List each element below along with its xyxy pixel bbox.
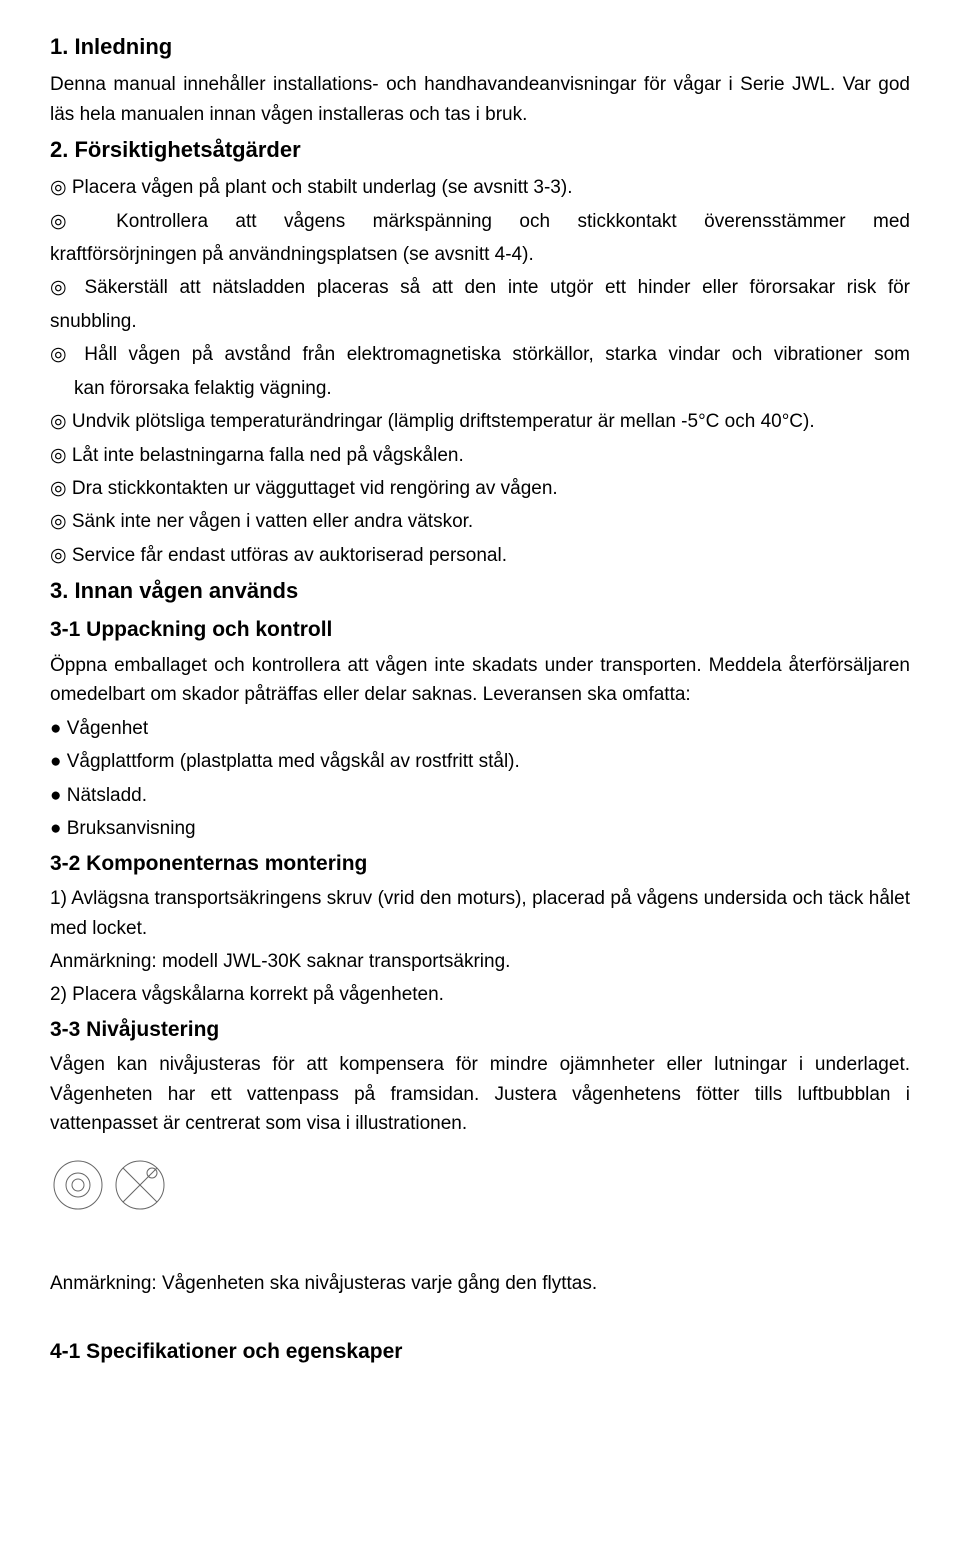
s32-p3: 2) Placera vågskålarna korrekt på vågenh… bbox=[50, 980, 910, 1009]
s32-p1: 1) Avlägsna transportsäkringens skruv (v… bbox=[50, 884, 910, 943]
s31-p1: Öppna emballaget och kontrollera att våg… bbox=[50, 651, 910, 710]
s2-item-6: ◎ Låt inte belastningarna falla ned på v… bbox=[50, 441, 910, 470]
s31-b1: ● Vågenhet bbox=[50, 714, 910, 743]
s31-b3: ● Nätsladd. bbox=[50, 781, 910, 810]
s2-item-3a: ◎ Säkerställ att nätsladden placeras så … bbox=[50, 273, 910, 302]
s2-item-1: ◎ Placera vågen på plant och stabilt und… bbox=[50, 173, 910, 202]
s2-item-2b: kraftförsörjningen på användningsplatsen… bbox=[50, 240, 910, 269]
section-2-title: 2. Försiktighetsåtgärder bbox=[50, 133, 910, 167]
s33-p2: Anmärkning: Vågenheten ska nivåjusteras … bbox=[50, 1269, 910, 1298]
s32-p2: Anmärkning: modell JWL-30K saknar transp… bbox=[50, 947, 910, 976]
s2-item-8: ◎ Sänk inte ner vågen i vatten eller and… bbox=[50, 507, 910, 536]
s2-item-4b: kan förorsaka felaktig vägning. bbox=[50, 374, 910, 403]
s2-item-4a: ◎ Håll vågen på avstånd från elektromagn… bbox=[50, 340, 910, 369]
s33-p1: Vågen kan nivåjusteras för att kompenser… bbox=[50, 1050, 910, 1138]
s2-item-2a: ◎ Kontrollera att vågens märkspänning oc… bbox=[50, 207, 910, 236]
s2-item-3b: snubbling. bbox=[50, 307, 910, 336]
section-4-1-title: 4-1 Specifikationer och egenskaper bbox=[50, 1336, 910, 1369]
s2-item-5: ◎ Undvik plötsliga temperaturändringar (… bbox=[50, 407, 910, 436]
s2-item-7: ◎ Dra stickkontakten ur vägguttaget vid … bbox=[50, 474, 910, 503]
level-illustration bbox=[50, 1157, 910, 1217]
section-3-3-title: 3-3 Nivåjustering bbox=[50, 1014, 910, 1047]
section-1-p1: Denna manual innehåller installations- o… bbox=[50, 70, 910, 129]
section-1-title: 1. Inledning bbox=[50, 30, 910, 64]
s2-item-9: ◎ Service får endast utföras av auktoris… bbox=[50, 541, 910, 570]
s31-b2: ● Vågplattform (plastplatta med vågskål … bbox=[50, 747, 910, 776]
section-3-2-title: 3-2 Komponenternas montering bbox=[50, 848, 910, 881]
section-3-1-title: 3-1 Uppackning och kontroll bbox=[50, 614, 910, 647]
s31-b4: ● Bruksanvisning bbox=[50, 814, 910, 843]
section-3-title: 3. Innan vågen används bbox=[50, 574, 910, 608]
